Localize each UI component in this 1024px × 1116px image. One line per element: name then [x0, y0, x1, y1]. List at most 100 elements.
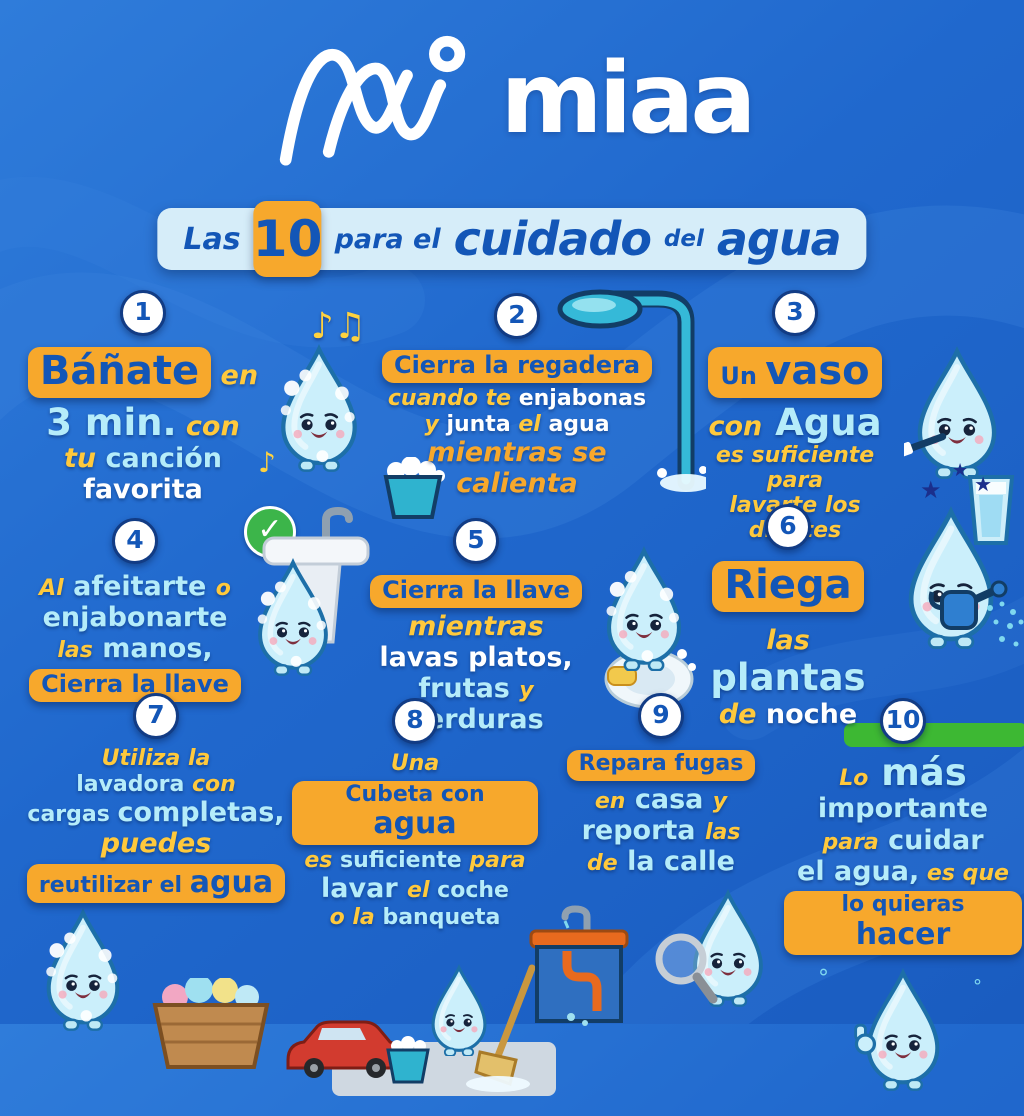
water-drop-mascot-washing-dishes-with-sponge-illustration — [594, 518, 696, 736]
tip-line: lo quieras hacer — [784, 888, 1022, 958]
tip-1-number-badge: 1 — [120, 290, 166, 336]
banner-number-box: 10 — [253, 201, 322, 277]
highlight-pill: Cierra la regadera — [381, 350, 653, 383]
tip-line: mientras se — [427, 437, 607, 469]
tip-line: es suficiente para — [715, 443, 875, 493]
tip-line: reporta las — [581, 814, 741, 846]
tip-line: cuando te enjabonas — [387, 385, 647, 411]
soapy-water-drop-mascot-with-music-notes-illustration: ♪♫ ♪ — [258, 306, 366, 479]
tip-2: 2 Cierra la regadera cuando te enjabonas y … — [380, 289, 706, 519]
highlight-pill: reutilizar el agua — [26, 863, 286, 904]
water-drop-mascot-brushing-teeth-with-glass-illustration — [897, 290, 1020, 545]
tip-line: importante — [817, 793, 989, 825]
tip-line: calienta — [456, 468, 578, 500]
tip-line: Cierra la regadera — [380, 347, 654, 386]
banner-del: del — [663, 226, 704, 252]
tip-2-number-badge: 2 — [494, 293, 540, 339]
tip-line: lavas platos, — [379, 642, 573, 674]
tip-line: lavadora con — [76, 771, 236, 797]
highlight-pill: Cubeta con agua — [292, 780, 538, 845]
tip-5-text: 5 Cierra la llave mientras lavas platos, fru… — [358, 518, 594, 736]
banner-cuidado: cuidado — [453, 212, 652, 266]
water-drop-mascot-watering-plants-at-night-with-stars-and-grass-illustration: ★ ★ ★ — [844, 460, 1024, 747]
water-drop-mascot-inspecting-leaky-sink-with-magnifier-illustration — [529, 885, 781, 1035]
tip-4-text: 4 Al afeitarte o enjabonarte las manos, Cier… — [26, 518, 244, 706]
water-drop-mascot-with-laundry-basket-illustration — [22, 908, 290, 1070]
shower-head-and-bucket-of-water-illustration — [380, 289, 706, 519]
tip-line: Al afeitarte o — [39, 571, 231, 602]
tip-line: puedes — [100, 828, 212, 860]
tip-line: Una — [390, 751, 440, 776]
tip-line: mientras — [408, 610, 544, 642]
tip-line: de la calle — [587, 846, 735, 878]
tip-9-text: 9 Repara fugas en casa y reporta las de la c… — [541, 693, 781, 877]
red-car-with-mop-and-bucket-water-drop-mascot-illustration — [286, 938, 556, 1097]
tip-line: 3 min. con — [46, 400, 240, 444]
tip-3-text: 3 Un vaso con Agua es suficiente para lavart… — [686, 290, 904, 545]
miaa-wordmark: miaa — [500, 42, 757, 156]
banner-las: Las — [183, 221, 241, 257]
tip-3-number-badge: 3 — [772, 290, 818, 336]
water-drop-mascot-washing-hands-at-sink-with-checkmark-illustration: ✓ — [244, 506, 370, 706]
tip-line: lavar el coche — [321, 873, 509, 905]
tip-9-number-badge: 9 — [638, 693, 684, 739]
tip-line: Cierra la llave — [26, 666, 244, 705]
tip-line: favorita — [83, 474, 203, 506]
tip-line: de noche — [718, 698, 858, 730]
tip-10: 10 Lo más importante para cuidar el agua, es… — [784, 698, 1022, 1116]
tip-5: 5 Cierra la llave mientras lavas platos, fru… — [358, 518, 696, 736]
tip-line: Repara fugas — [541, 747, 781, 784]
tip-line: las manos, — [57, 633, 213, 665]
tip-line: y junta el agua — [424, 411, 610, 437]
tip-8: 8 Una Cubeta con agua es suficiente para lav… — [286, 698, 556, 1097]
tip-line: cargas completas, — [27, 797, 285, 829]
tip-6-number-badge: 6 — [765, 504, 811, 550]
tip-10-text: 10 Lo más importante para cuidar el agua, es… — [784, 698, 1022, 958]
highlight-pill: Cierra la llave — [370, 575, 582, 608]
miaa-logo-mark — [279, 35, 465, 166]
tip-8-text: 8 Una Cubeta con agua es suficiente para lav… — [292, 698, 538, 930]
tip-7-number-badge: 7 — [133, 693, 179, 739]
tip-10-number-badge: 10 — [880, 698, 926, 744]
highlight-pill: Riega — [712, 561, 864, 612]
tip-line: reutilizar el agua — [22, 861, 290, 907]
tip-line: Lo más — [839, 751, 967, 794]
highlight-pill: lo quieras hacer — [784, 891, 1022, 956]
water-drop-mascot-thumbs-up-illustration: ° ° — [784, 966, 1022, 1116]
tip-1-text: 1 Báñate en 3 min. con tu canción favorita — [22, 290, 264, 507]
tip-9: 9 Repara fugas en casa y reporta las de la c… — [529, 693, 781, 1035]
tip-4: 4 Al afeitarte o enjabonarte las manos, Cier… — [26, 506, 370, 706]
tip-line: el agua, es que — [797, 855, 1009, 887]
tip-6-text: 6 Riega las plantas de noche — [686, 504, 890, 731]
highlight-pill: Repara fugas — [566, 750, 756, 781]
tip-4-number-badge: 4 — [112, 518, 158, 564]
tip-8-number-badge: 8 — [392, 698, 438, 744]
tip-1: 1 Báñate en 3 min. con tu canción favorita ♪♫… — [22, 290, 366, 507]
tip-line: las plantas — [710, 624, 866, 700]
highlight-pill: Báñate — [27, 347, 212, 398]
tip-7-text: 7 Utiliza la lavadora con cargas completas,… — [22, 693, 290, 906]
banner-agua: agua — [716, 212, 842, 266]
tip-line: tu canción — [63, 443, 223, 475]
tip-6: 6 Riega las plantas de noche ★ ★ ★ — [686, 460, 1024, 747]
miaa-logo: miaa — [0, 30, 1024, 168]
tip-line: o la banqueta — [329, 904, 501, 930]
tip-line: Riega — [686, 558, 890, 615]
tip-line: es suficiente para — [304, 847, 526, 873]
tip-3: 3 Un vaso con Agua es suficiente para lavart… — [686, 290, 1020, 545]
tip-5-number-badge: 5 — [453, 518, 499, 564]
tip-line: para cuidar — [822, 824, 984, 856]
tip-line: Cierra la llave — [358, 572, 594, 611]
tip-line: Utiliza la — [101, 746, 211, 771]
tip-line: enjabonarte — [42, 602, 228, 634]
highlight-pill: Cierra la llave — [29, 668, 241, 702]
tip-2-text: 2 Cierra la regadera cuando te enjabonas y … — [380, 293, 654, 500]
highlight-pill: Un vaso — [708, 347, 882, 398]
banner-para-el: para el — [334, 223, 441, 255]
title-banner: Las 10 para el cuidado del agua — [157, 201, 867, 277]
tip-line: Báñate en — [22, 344, 264, 401]
tip-line: en casa y — [594, 783, 728, 815]
tip-7: 7 Utiliza la lavadora con cargas completas,… — [22, 693, 290, 1070]
tip-line: con Agua — [708, 400, 882, 444]
tip-line: Cubeta con agua — [292, 778, 538, 848]
